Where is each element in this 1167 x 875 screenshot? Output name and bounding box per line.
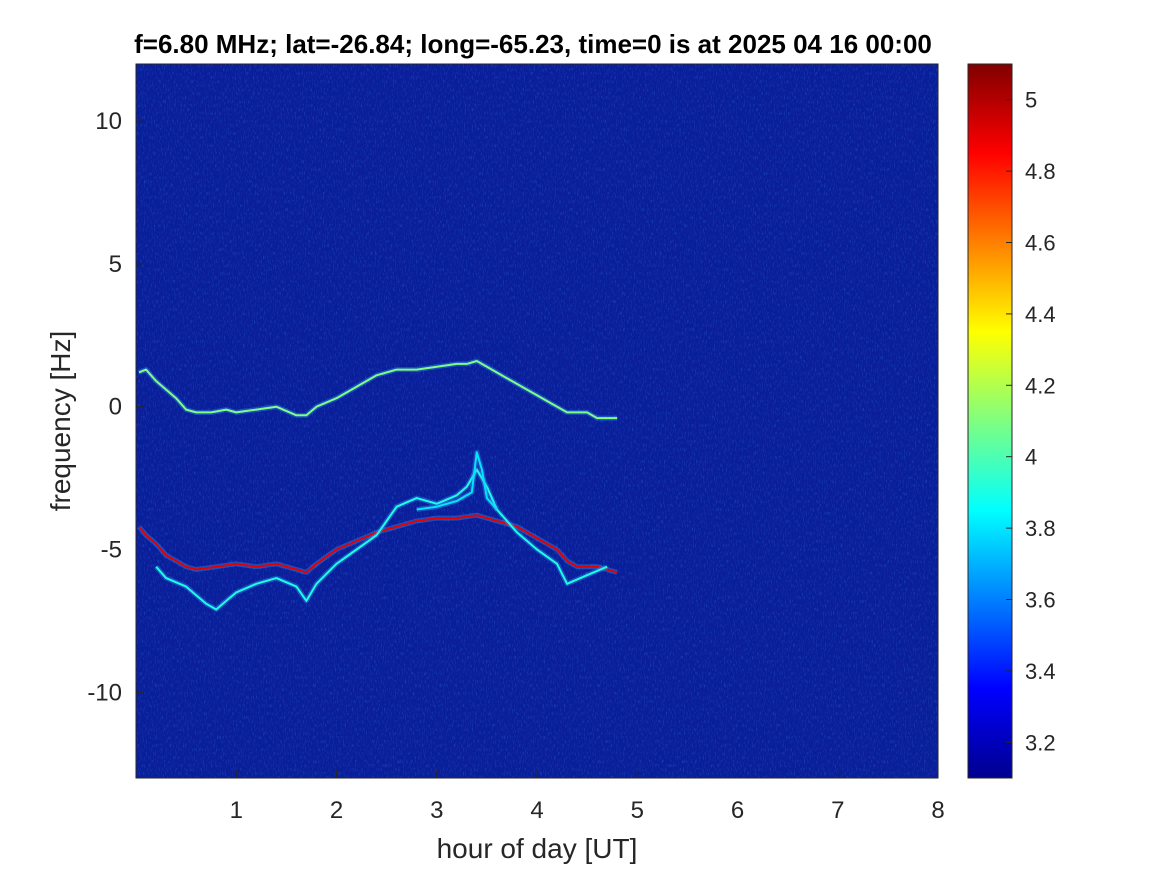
colorbar-tick-label: 3.2	[1025, 730, 1056, 755]
y-tick-label: 0	[109, 394, 122, 421]
chart-title: f=6.80 MHz; lat=-26.84; long=-65.23, tim…	[134, 29, 932, 59]
y-tick-label: -10	[87, 679, 122, 706]
colorbar-tick-label: 4.8	[1025, 159, 1056, 184]
y-tick-label: 5	[109, 251, 122, 278]
colorbar-tick-label: 3.6	[1025, 588, 1056, 613]
colorbar-gradient	[967, 63, 1013, 779]
colorbar-tick-label: 5	[1025, 88, 1037, 113]
x-tick-label: 5	[631, 797, 644, 824]
colorbar-tick-label: 3.8	[1025, 516, 1056, 541]
x-tick-label: 1	[230, 797, 243, 824]
x-tick-label: 4	[530, 797, 543, 824]
colorbar-tick-label: 4.6	[1025, 231, 1056, 256]
colorbar-tick-label: 4.2	[1025, 373, 1056, 398]
colorbar: 5 4.8 4.6 4.4 4.2 4 3.8 3.6 3.4 3.2	[967, 63, 1056, 779]
y-axis-ticks: 10 5 0 -5 -10	[87, 108, 144, 706]
x-tick-label: 3	[430, 797, 443, 824]
signal-trace	[416, 451, 498, 511]
y-tick-label: -5	[101, 537, 122, 564]
x-tick-label: 7	[831, 797, 844, 824]
x-axis-ticks: 1 2 3 4 5 6 7 8	[230, 770, 945, 824]
signal-trace	[138, 360, 618, 420]
colorbar-tick-label: 4.4	[1025, 302, 1056, 327]
signal-traces	[137, 358, 618, 612]
plot-area	[135, 63, 939, 779]
y-tick-label: 10	[95, 108, 122, 135]
signal-trace	[155, 468, 608, 611]
x-tick-label: 2	[330, 797, 343, 824]
signal-trace	[138, 514, 618, 574]
x-axis-label: hour of day [UT]	[437, 833, 638, 864]
colorbar-ticks: 5 4.8 4.6 4.4 4.2 4 3.8 3.6 3.4 3.2	[1006, 88, 1056, 755]
heatmap-noise	[136, 64, 938, 778]
y-axis-label: frequency [Hz]	[45, 331, 76, 512]
x-tick-label: 6	[731, 797, 744, 824]
x-tick-label: 8	[931, 797, 944, 824]
colorbar-tick-label: 3.4	[1025, 659, 1056, 684]
colorbar-tick-label: 4	[1025, 445, 1037, 470]
